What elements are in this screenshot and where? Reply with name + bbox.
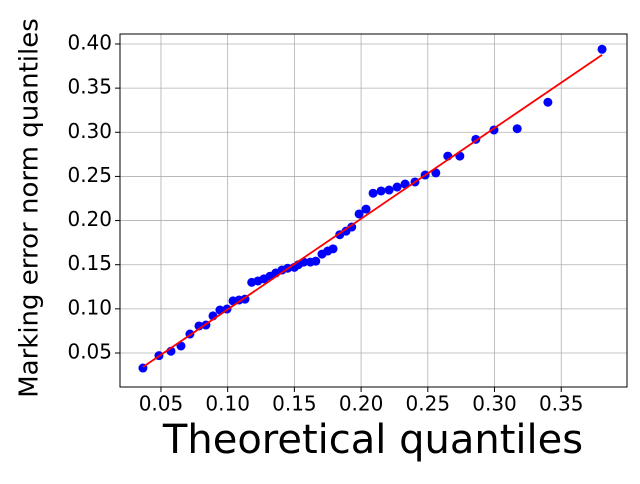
x-tick-label: 0.10 [205, 392, 250, 416]
point [392, 182, 402, 192]
point [543, 97, 553, 107]
y-tick-label: 0.25 [67, 163, 112, 187]
y-tick-label: 0.30 [67, 119, 112, 143]
point [361, 204, 371, 214]
y-axis-label: Marking error norm quantiles [15, 18, 45, 398]
point [311, 256, 321, 266]
fit-line [142, 54, 603, 368]
x-tick-label: 0.20 [339, 392, 384, 416]
point [376, 186, 386, 196]
y-tick-label: 0.10 [67, 295, 112, 319]
x-tick-label: 0.35 [539, 392, 584, 416]
y-tick-label: 0.05 [67, 340, 112, 364]
x-tick-label: 0.30 [472, 392, 517, 416]
x-tick-label: 0.05 [139, 392, 184, 416]
point [368, 188, 378, 198]
x-tick-label: 0.15 [272, 392, 317, 416]
point [384, 185, 394, 195]
y-tick-label: 0.20 [67, 207, 112, 231]
point [512, 124, 522, 134]
point [431, 168, 441, 178]
x-tick-label: 0.25 [406, 392, 451, 416]
y-tick-label: 0.40 [67, 30, 112, 54]
point [347, 222, 357, 232]
x-axis-label: Theoretical quantiles [162, 417, 583, 463]
y-tick-label: 0.35 [67, 75, 112, 99]
y-tick-label: 0.15 [67, 251, 112, 275]
point [354, 209, 364, 219]
point [328, 244, 338, 254]
point [597, 44, 607, 54]
plot-frame [119, 33, 628, 388]
